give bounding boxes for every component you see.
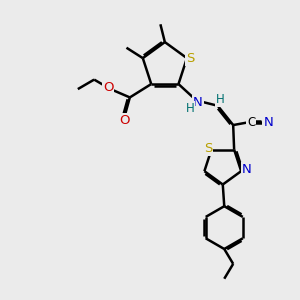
Text: S: S	[204, 142, 212, 154]
Text: O: O	[103, 81, 113, 94]
Text: S: S	[186, 52, 194, 64]
Text: O: O	[119, 114, 130, 127]
Text: H: H	[185, 102, 194, 115]
Text: H: H	[216, 93, 224, 106]
Text: N: N	[193, 96, 203, 109]
Text: N: N	[263, 116, 273, 129]
Text: N: N	[242, 163, 251, 176]
Text: C: C	[247, 116, 255, 129]
